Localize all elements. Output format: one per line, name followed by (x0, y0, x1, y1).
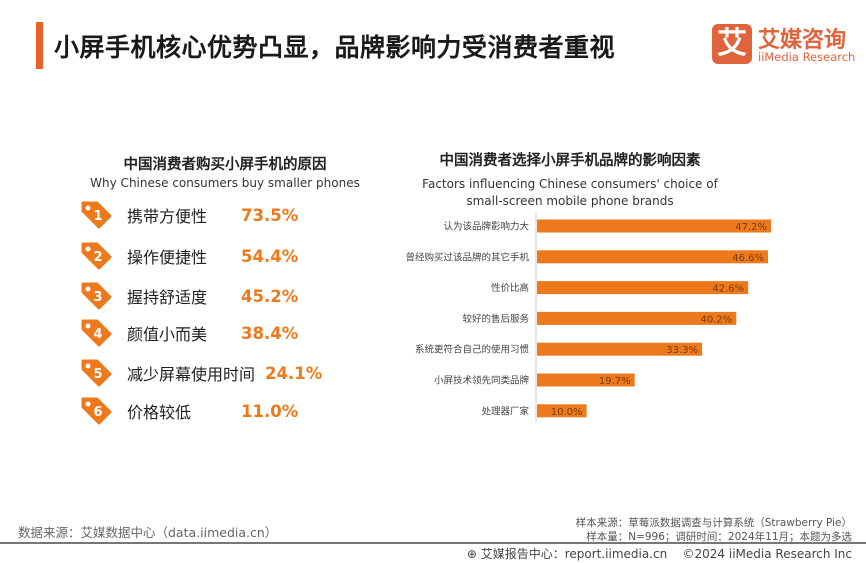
data-label: 42.6% (712, 284, 744, 295)
reason-label: 价格较低 (127, 403, 192, 422)
category-label: 小屏技术领先同类品牌 (434, 375, 530, 387)
bar (537, 311, 737, 325)
data-label: 10.0% (551, 407, 583, 418)
sample-source: 样本来源：草莓派数据调查与计算系统（Strawberry Pie） (575, 517, 852, 529)
page-title: 小屏手机核心优势凸显，品牌影响力受消费者重视 (54, 33, 616, 62)
category-label: 较好的售后服务 (462, 313, 529, 325)
bar (537, 342, 703, 356)
reason-label: 操作便捷性 (127, 248, 208, 267)
data-label: 46.6% (732, 253, 764, 264)
bar (537, 250, 769, 264)
bar (537, 373, 635, 387)
left-title-cn: 中国消费者购买小屏手机的原因 (123, 157, 327, 173)
tag-icon: 4 (81, 319, 112, 347)
bar (537, 219, 771, 233)
footer-divider (0, 542, 866, 544)
rank-number: 5 (93, 367, 102, 382)
reason-item: 2 操作便捷性 54.4% (80, 241, 298, 271)
rank-number: 6 (93, 405, 102, 420)
data-label: 47.2% (735, 222, 767, 233)
tag-icon: 3 (81, 282, 112, 310)
reason-value: 38.4% (241, 323, 299, 343)
category-label: 曾经购买过该品牌的其它手机 (405, 251, 529, 263)
chart-title: 中国消费者选择小屏手机品牌的影响因素 (439, 153, 701, 169)
data-label: 40.2% (701, 314, 733, 325)
sample-info: 样本量：N=996；调研时间：2024年11月；本题为多选 (586, 531, 852, 543)
category-label: 处理器厂家 (481, 405, 529, 417)
reason-value: 45.2% (241, 286, 299, 306)
category-label: 系统更符合自己的使用习惯 (415, 344, 530, 356)
rank-number: 4 (93, 327, 102, 342)
tag-icon: 1 (81, 201, 112, 229)
rank-number: 2 (93, 250, 102, 265)
data-source: 数据来源：艾媒数据中心（data.iimedia.cn） (18, 525, 278, 540)
reason-label: 握持舒适度 (127, 288, 208, 307)
reason-item: 1 携带方便性 73.5% (80, 200, 298, 230)
data-label: 19.7% (599, 376, 631, 387)
left-title-en: Why Chinese consumers buy smaller phones (90, 176, 360, 190)
tag-icon: 6 (81, 397, 112, 425)
reason-label: 携带方便性 (127, 207, 208, 226)
chart-subtitle: Factors influencing Chinese consumers' c… (422, 177, 718, 208)
reason-value: 11.0% (241, 401, 299, 421)
footer-credits: ⊕ 艾媒报告中心：report.iimedia.cn ©2024 iiMedia… (467, 545, 852, 562)
globe-icon: ⊕ (466, 547, 477, 561)
rank-number: 1 (93, 209, 102, 224)
reason-label: 减少屏幕使用时间 (127, 365, 256, 384)
title-accent-bar (36, 22, 43, 69)
reason-label: 颜值小而美 (127, 325, 208, 344)
category-label: 性价比高 (491, 282, 529, 294)
reason-item: 4 颜值小而美 38.4% (80, 318, 298, 348)
report-center[interactable]: 艾媒报告中心：report.iimedia.cn (480, 547, 668, 561)
bar (537, 404, 587, 418)
tag-icon: 2 (81, 242, 112, 270)
logo-name-en: iiMedia Research (758, 50, 856, 64)
reason-item: 3 握持舒适度 45.2% (80, 281, 298, 311)
reason-item: 5 减少屏幕使用时间 24.1% (80, 358, 322, 388)
category-label: 认为该品牌影响力大 (443, 221, 529, 233)
data-label: 33.3% (666, 345, 698, 356)
rank-number: 3 (93, 290, 102, 305)
logo: 艾 艾媒咨询 iiMedia Research (712, 22, 856, 68)
copyright: ©2024 iiMedia Research Inc (682, 547, 852, 561)
reason-value: 24.1% (265, 363, 323, 383)
logo-mark: 艾 (712, 24, 752, 64)
tag-icon: 5 (81, 359, 112, 387)
reason-item: 6 价格较低 11.0% (80, 396, 298, 426)
reason-value: 54.4% (241, 246, 299, 266)
bar (537, 281, 749, 295)
logo-name-cn: 艾媒咨询 (758, 28, 847, 53)
reason-value: 73.5% (241, 205, 299, 225)
